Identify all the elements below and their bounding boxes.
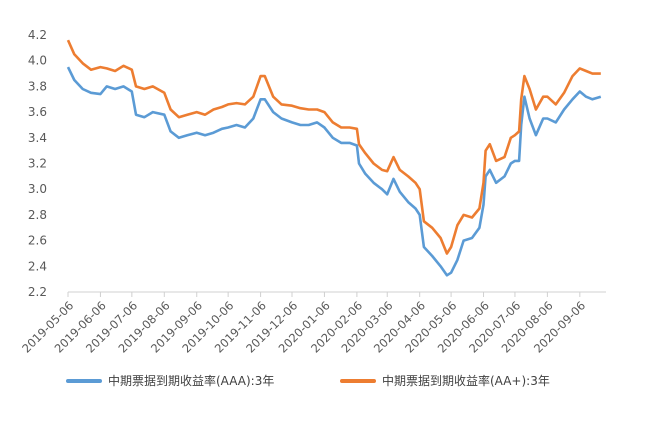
y-tick-label: 2.4: [28, 259, 47, 273]
series-layer: [66, 39, 602, 277]
y-tick-label: 3.6: [28, 105, 47, 119]
legend-label-aaplus: 中期票据到期收益率(AA+):3年: [382, 374, 550, 388]
y-tick-label: 2.8: [28, 208, 47, 222]
y-tick-label: 3.4: [28, 131, 47, 145]
legend: 中期票据到期收益率(AAA):3年 中期票据到期收益率(AA+):3年: [0, 372, 664, 396]
y-tick-label: 2.6: [28, 234, 47, 248]
y-tick-label: 3.8: [28, 79, 47, 93]
y-tick-label: 2.2: [28, 285, 47, 299]
x-axis: 2019-05-062019-06-062019-07-062019-08-06…: [19, 291, 606, 356]
y-tick-label: 4.2: [28, 28, 47, 42]
y-tick-label: 3.0: [28, 182, 47, 196]
series-line-aaa: [66, 66, 602, 277]
legend-item-aaa: 中期票据到期收益率(AAA):3年: [66, 372, 274, 389]
y-axis: 2.2 2.4 2.6 2.8 3.0 3.2 3.4 3.6 3.8 4.0 4.2: [28, 28, 47, 299]
y-tick-label: 4.0: [28, 54, 47, 68]
legend-item-aaplus: 中期票据到期收益率(AA+):3年: [340, 372, 550, 389]
legend-swatch-aaplus: [340, 378, 376, 383]
legend-swatch-aaa: [66, 378, 102, 383]
y-tick-label: 3.2: [28, 157, 47, 171]
legend-label-aaa: 中期票据到期收益率(AAA):3年: [108, 374, 275, 388]
series-line-aaplus: [66, 39, 601, 255]
